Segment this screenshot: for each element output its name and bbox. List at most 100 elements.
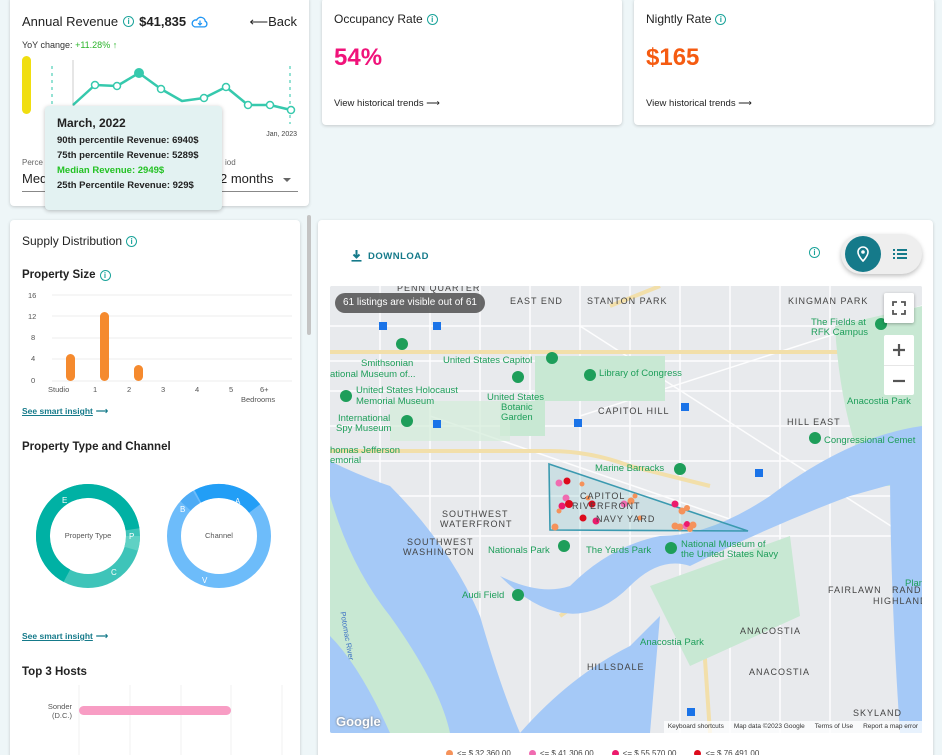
neighborhood-label: RIVERFRONT (572, 501, 641, 511)
occupancy-rate-value: 54% (334, 44, 383, 71)
zoom-out-button[interactable] (884, 365, 914, 395)
map-footer: Keyboard shortcuts Map data ©2023 Google… (663, 721, 922, 733)
neighborhood-label: HILLSDALE (587, 662, 645, 672)
property-size-bar-chart[interactable] (44, 290, 294, 385)
revenue-indicator-bar (22, 56, 31, 114)
info-icon[interactable]: i (123, 16, 135, 27)
legend-item[interactable]: <= $ 32,360.00 (446, 749, 511, 755)
legend-item[interactable]: <= $ 76,491.00 (694, 749, 759, 755)
y-tick: 0 (31, 376, 36, 385)
channel-donut[interactable]: A B V (165, 482, 273, 590)
download-button[interactable]: DOWNLOAD (351, 250, 429, 262)
poi-label[interactable]: United States Capitol (443, 355, 533, 366)
info-icon[interactable]: i (99, 269, 111, 281)
poi-label[interactable]: Spy Museum (336, 423, 392, 434)
back-button[interactable]: ⟵Back (249, 14, 297, 30)
poi-label[interactable]: Library of Congress (599, 368, 682, 379)
arrow-right-icon: ⟶ (95, 406, 109, 416)
y-tick: 4 (31, 354, 36, 363)
poi-label[interactable]: Smithsonian (361, 358, 414, 369)
poi-label[interactable]: International (338, 413, 391, 424)
poi-label[interactable]: National Museum of (681, 539, 766, 550)
listings-map[interactable]: 61 listings are visible out of 61 PENN Q… (330, 286, 922, 733)
report-error-link[interactable]: Report a map error (863, 723, 918, 730)
period-select-label: iod (225, 158, 236, 167)
poi-label[interactable]: Audi Field (462, 590, 505, 601)
chevron-down-icon[interactable] (283, 178, 291, 182)
svg-text:C: C (111, 568, 117, 577)
channel-donut-label: Channel (205, 531, 233, 540)
annual-revenue-title: Annual Revenue (22, 14, 119, 29)
top-hosts-bar-chart[interactable] (78, 685, 298, 755)
x-tick: 1 (93, 385, 98, 394)
property-size-header: Property Size i (22, 269, 111, 281)
poi-label[interactable]: ational Museum of... (330, 369, 416, 380)
property-type-donut[interactable]: E P C (34, 482, 142, 590)
zoom-in-button[interactable] (884, 335, 914, 365)
occupancy-historical-link[interactable]: View historical trends ⟶ (334, 98, 440, 109)
poi-label[interactable]: The Fields at (811, 317, 866, 328)
revenue-line-chart[interactable] (30, 54, 310, 134)
view-toggle[interactable] (841, 234, 922, 274)
legend-dot (528, 750, 536, 755)
map-view-button[interactable] (845, 236, 881, 272)
map-pin-icon (857, 246, 869, 262)
poi-label[interactable]: Marine Barracks (595, 463, 665, 474)
map-data-label: Map data ©2023 Google (733, 723, 805, 730)
legend-item[interactable]: <= $ 41,306.00 (528, 749, 594, 755)
poi-label[interactable]: emorial (330, 455, 362, 466)
see-smart-insight-link[interactable]: See smart insight ⟶ (22, 631, 108, 642)
supply-distribution-title: Supply Distribution (22, 234, 123, 248)
poi-label[interactable]: Memorial Museum (356, 396, 435, 407)
neighborhood-label: PENN QUARTER (397, 286, 481, 293)
legend-item[interactable]: <= $ 55,570.00 (611, 749, 677, 755)
poi-label[interactable]: Anacostia Park (640, 637, 704, 648)
neighborhood-label: HILL EAST (787, 417, 841, 427)
x-tick: 5 (229, 385, 234, 394)
nightly-rate-card: Nightly Rate i $165 View historical trend… (634, 0, 934, 125)
map-card: DOWNLOAD i (318, 220, 933, 755)
terms-link[interactable]: Terms of Use (814, 723, 854, 730)
percentile-select[interactable]: Med (22, 171, 48, 186)
info-icon[interactable]: i (426, 13, 438, 25)
poi-label[interactable]: Anacostia Park (847, 396, 911, 407)
poi-label[interactable]: homas Jefferson (330, 445, 401, 456)
poi-label[interactable]: The Yards Park (586, 545, 652, 556)
nightly-historical-link[interactable]: View historical trends ⟶ (646, 98, 752, 109)
occupancy-rate-title: Occupancy Rate (334, 12, 423, 26)
scrollbar-thumb[interactable] (307, 215, 311, 335)
legend-label: <= $ 32,360.00 (457, 749, 511, 755)
nightly-rate-header: Nightly Rate i (646, 12, 727, 26)
annual-revenue-header: Annual Revenue i $41,835 (22, 14, 209, 29)
poi-label[interactable]: the United States Navy (681, 549, 779, 560)
neighborhood-label: CAPITOL (580, 491, 626, 501)
poi-label[interactable]: Nationals Park (488, 545, 550, 556)
poi-label[interactable]: Congressional Cemet (824, 435, 916, 446)
see-smart-insight-link[interactable]: See smart insight ⟶ (22, 406, 108, 417)
neighborhood-label: WASHINGTON (403, 547, 475, 557)
period-select[interactable]: 2 months (220, 171, 274, 186)
map-base (330, 286, 922, 733)
neighborhood-label: KINGMAN PARK (788, 296, 869, 306)
period-select-underline (160, 191, 298, 192)
poi-label[interactable]: United States Holocaust (356, 385, 458, 396)
poi-label[interactable]: Garden (501, 412, 533, 423)
info-icon[interactable]: i (126, 235, 138, 247)
occupancy-rate-header: Occupancy Rate i (334, 12, 438, 26)
info-icon[interactable]: i (809, 247, 820, 258)
smart-insight-label: See smart insight (22, 631, 93, 641)
poi-label[interactable]: Botanic (501, 402, 533, 413)
info-icon[interactable]: i (715, 13, 727, 25)
legend-label: <= $ 55,570.00 (622, 749, 677, 755)
cloud-download-icon[interactable] (191, 16, 209, 28)
poi-label[interactable]: United States (487, 392, 545, 403)
host-name-line: Sonder (47, 702, 72, 711)
poi-label[interactable]: Plan (905, 578, 922, 589)
fullscreen-button[interactable] (884, 293, 914, 323)
x-tick: 2 (127, 385, 132, 394)
list-view-icon[interactable] (890, 244, 910, 264)
poi-label[interactable]: RFK Campus (811, 327, 869, 338)
property-type-channel-title: Property Type and Channel (22, 441, 171, 453)
keyboard-shortcuts-link[interactable]: Keyboard shortcuts (667, 723, 724, 730)
arrow-right-icon: ⟶ (95, 631, 109, 641)
